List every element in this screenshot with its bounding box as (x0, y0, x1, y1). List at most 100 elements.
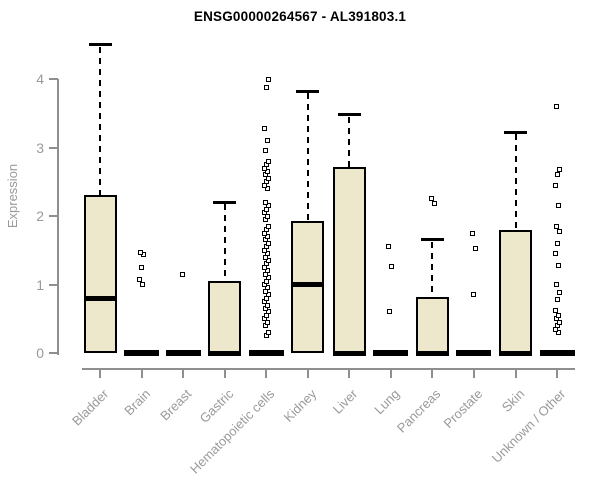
median-line (499, 350, 532, 356)
outlier-point (553, 103, 559, 109)
outlier-point (552, 182, 558, 188)
y-tick-label: 4 (36, 71, 44, 87)
whisker-cap (504, 130, 527, 134)
outlier-point (473, 245, 479, 251)
whisker (223, 204, 226, 282)
x-tick (431, 370, 434, 378)
outlier-point (556, 290, 562, 296)
outlier-point (264, 302, 270, 308)
median-line (291, 282, 325, 287)
median-line (208, 350, 242, 356)
whisker-cap (213, 200, 237, 204)
outlier-point (264, 168, 270, 174)
outlier-point (389, 264, 395, 270)
outlier-point (139, 264, 145, 270)
outlier-point (137, 277, 143, 283)
outlier-point (387, 309, 393, 315)
outlier-point (264, 186, 270, 192)
outlier-point (264, 251, 270, 257)
outlier-point (265, 258, 271, 264)
box (83, 195, 117, 353)
whisker (514, 134, 517, 230)
y-tick (49, 352, 58, 354)
outlier-point (179, 271, 185, 277)
outlier-point (265, 76, 271, 82)
y-tick-label: 0 (36, 345, 44, 361)
y-tick (49, 215, 58, 217)
x-tick (140, 370, 143, 378)
y-tick (49, 146, 58, 149)
outlier-point (555, 329, 561, 335)
outlier-point (265, 275, 271, 281)
outlier-point (264, 213, 270, 219)
x-tick (182, 370, 185, 378)
outlier-point (431, 201, 437, 207)
outlier-point (264, 138, 270, 144)
outlier-point (552, 251, 558, 257)
y-tick-label: 2 (36, 208, 44, 224)
x-tick (556, 370, 559, 378)
outlier-point (470, 230, 476, 236)
outlier-point (265, 240, 271, 246)
y-tick (49, 78, 58, 80)
x-axis-line (82, 368, 575, 370)
outlier-point (555, 262, 561, 268)
outlier-point (140, 282, 146, 287)
x-tick (348, 370, 351, 378)
zero-box-bar (248, 350, 284, 356)
box (499, 229, 532, 353)
whisker-cap (337, 113, 361, 117)
zero-box-bar (165, 350, 201, 356)
x-tick (306, 370, 309, 378)
outlier-point (265, 223, 271, 229)
outlier-point (553, 223, 559, 229)
outlier-point (264, 319, 270, 325)
y-axis-line (57, 79, 59, 355)
x-tick (472, 370, 475, 378)
outlier-point (265, 175, 271, 181)
x-tick (514, 370, 517, 378)
outlier-point (386, 244, 392, 250)
whisker-cap (88, 43, 112, 47)
y-tick-label: 1 (36, 276, 44, 293)
x-tick (99, 370, 101, 378)
outlier-point (428, 196, 434, 202)
outlier-point (265, 203, 271, 209)
outlier-point (264, 285, 270, 291)
box (415, 296, 449, 353)
page-title: ENSG00000264567 - AL391803.1 (193, 9, 407, 24)
x-tick (223, 370, 226, 378)
outlier-point (471, 292, 477, 298)
outlier-point (265, 329, 271, 335)
x-tick (389, 370, 392, 378)
median-line (415, 350, 449, 356)
outlier-point (262, 199, 268, 205)
outlier-point (555, 203, 561, 209)
outlier-point (265, 158, 271, 164)
zero-box-bar (456, 350, 492, 356)
box (332, 166, 366, 353)
whisker-cap (420, 238, 444, 242)
x-tick (265, 370, 268, 378)
outlier-point (261, 125, 267, 131)
outlier-point (554, 297, 560, 303)
outlier-point (554, 172, 560, 178)
box (208, 281, 242, 353)
outlier-point (556, 319, 562, 325)
outlier-point (262, 148, 268, 154)
outlier-point (553, 282, 559, 287)
y-tick-label: 3 (36, 139, 44, 156)
whisker (99, 46, 101, 196)
y-tick (49, 283, 58, 286)
outlier-point (556, 166, 562, 172)
outlier-point (264, 268, 270, 274)
outlier-point (555, 312, 561, 318)
outlier-point (556, 228, 562, 234)
whisker (431, 241, 434, 297)
outlier-point (265, 309, 271, 315)
zero-box-bar (373, 350, 409, 356)
outlier-point (263, 84, 269, 90)
zero-box-bar (539, 350, 575, 356)
outlier-point (554, 240, 560, 246)
